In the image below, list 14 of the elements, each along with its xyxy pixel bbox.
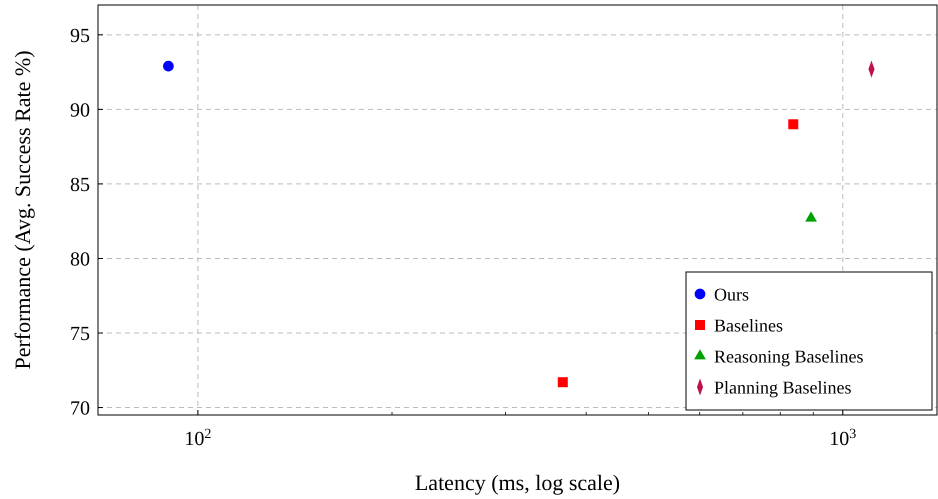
- x-tick-label: 10$^{3}$: [829, 426, 856, 450]
- y-tick-label: 95: [70, 24, 90, 47]
- y-tick-label: 80: [70, 248, 90, 270]
- legend-label: Reasoning Baselines: [714, 346, 864, 366]
- y-tick-label: 70: [70, 398, 90, 420]
- x-axis-title: Latency (ms, log scale): [414, 470, 620, 495]
- y-axis-title: Performance (Avg. Success Rate %): [10, 50, 35, 370]
- y-tick-label: 90: [70, 99, 90, 122]
- x-tick-label: 10$^{2}$: [184, 426, 212, 450]
- y-tick-label: 75: [70, 323, 90, 345]
- legend-label: Baselines: [714, 315, 783, 336]
- legend-label: Planning Baselines: [714, 377, 852, 398]
- y-tick-label: 85: [70, 174, 90, 196]
- legend-label: Ours: [714, 284, 749, 304]
